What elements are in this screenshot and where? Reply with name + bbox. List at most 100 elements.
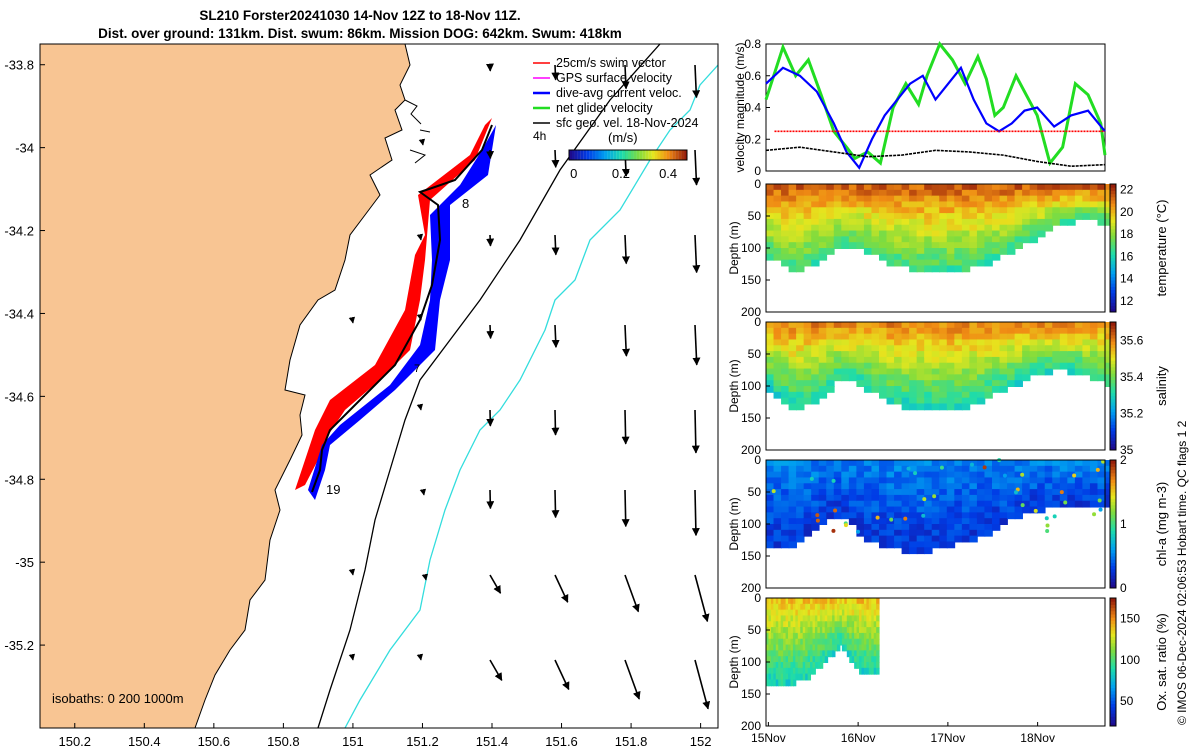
colorbar-cell: [1110, 280, 1116, 284]
heatmap-cell: [766, 460, 775, 467]
heatmap-cell: [811, 460, 820, 467]
heatmap-cell: [768, 632, 772, 640]
heatmap-cell: [924, 494, 933, 502]
heatmap-cell: [788, 477, 797, 485]
heatmap-cell: [819, 603, 824, 611]
heatmap-cell: [863, 471, 873, 479]
heatmap-cell: [833, 236, 843, 244]
heatmap-cell: [792, 632, 797, 640]
heatmap-cell: [785, 644, 789, 652]
heatmap-cell: [1097, 500, 1106, 508]
y-tick-label: -34.6: [4, 389, 34, 404]
heatmap-cell: [976, 242, 986, 249]
colorbar-cell: [1110, 674, 1116, 679]
heatmap-cell: [785, 667, 789, 675]
heatmap-cell: [992, 207, 1001, 215]
heatmap-cell: [866, 615, 870, 623]
heatmap-cell: [992, 184, 1001, 191]
heatmap-cell: [954, 230, 963, 238]
heatmap-cell: [1082, 327, 1091, 335]
heatmap-cell: [879, 477, 888, 485]
heatmap-cell: [848, 195, 858, 203]
heatmap-cell: [826, 362, 835, 370]
colorbar-cell: [1110, 581, 1116, 586]
colorbar-cell: [1110, 338, 1116, 342]
heatmap-cell: [939, 386, 948, 393]
heatmap-cell: [871, 529, 880, 537]
colorbar-cell: [1110, 216, 1116, 220]
heatmap-cell: [946, 189, 956, 197]
heatmap-dot: [833, 508, 838, 513]
heatmap-cell: [992, 356, 1001, 364]
colorbar-cell: [636, 150, 640, 160]
heatmap-cell: [1029, 362, 1039, 370]
colorbar-cell: [1110, 678, 1116, 682]
heatmap-cell: [839, 632, 843, 640]
heatmap-cell: [851, 598, 856, 605]
heatmap-cell: [901, 380, 910, 387]
heatmap-cell: [886, 327, 895, 335]
heatmap-cell: [999, 213, 1008, 220]
heatmap-cell: [894, 465, 903, 473]
heatmap-cell: [1059, 460, 1069, 467]
heatmap-cell: [788, 615, 792, 623]
heatmap-cell: [805, 615, 809, 623]
velocity-arrow: [621, 64, 630, 90]
heatmap-cell: [961, 230, 971, 238]
heatmap-cell: [773, 494, 782, 502]
heatmap-cell: [1074, 213, 1084, 220]
heatmap-dot: [1033, 508, 1038, 513]
heatmap-cell: [1052, 327, 1061, 335]
heatmap-cell: [859, 650, 863, 658]
heatmap-cell: [1037, 195, 1046, 203]
heatmap-cell: [824, 609, 829, 617]
heatmap-cell: [984, 189, 993, 197]
heatmap-cell: [868, 638, 873, 646]
heatmap-cell: [1022, 184, 1031, 191]
heatmap-cell: [961, 224, 971, 232]
heatmap-cell: [773, 518, 782, 525]
heatmap-cell: [788, 397, 797, 405]
heatmap-cell: [1014, 322, 1023, 329]
heatmap-cell: [976, 253, 986, 261]
heatmap-cell: [1044, 483, 1054, 491]
heatmap-cell: [909, 489, 918, 496]
heatmap-cell: [984, 368, 993, 376]
heatmap-cell: [931, 512, 941, 520]
heatmap-cell: [792, 667, 797, 675]
heatmap-cell: [924, 242, 933, 249]
heatmap-cell: [939, 201, 948, 209]
heatmap-cell: [901, 524, 910, 531]
heatmap-dot: [921, 513, 926, 518]
heatmap-cell: [800, 603, 804, 611]
legend-label: sfc geo. vel. 18-Nov-2024: [556, 116, 698, 130]
heatmap-cell: [792, 603, 797, 611]
colorbar-cell: [1110, 559, 1116, 563]
heatmap-cell: [766, 541, 775, 549]
heatmap-cell: [788, 524, 797, 531]
heatmap-cell: [848, 356, 858, 364]
heatmap-cell: [961, 518, 971, 525]
heatmap-cell: [812, 650, 816, 658]
colorbar-cell: [1110, 373, 1116, 377]
heatmap-cell: [1082, 483, 1091, 491]
heatmap-cell: [811, 386, 820, 393]
title-line-2: Dist. over ground: 131km. Dist. swum: 86…: [98, 26, 622, 41]
heatmap-cell: [781, 230, 790, 238]
heatmap-cell: [976, 380, 986, 387]
heatmap-cell: [796, 529, 805, 537]
heatmap-cell: [768, 644, 772, 652]
heatmap-cell: [818, 518, 828, 525]
heatmap-cell: [848, 477, 858, 485]
heatmap-cell: [1022, 345, 1031, 353]
heatmap-cell: [841, 609, 846, 617]
heatmap-cell: [844, 615, 848, 623]
heatmap-cell: [939, 489, 948, 496]
y-tick-label: 0: [754, 164, 761, 178]
heatmap-cell: [829, 603, 834, 611]
heatmap-cell: [818, 195, 828, 203]
heatmap-cell: [822, 598, 826, 605]
heatmap-cell: [846, 603, 851, 611]
heatmap-cell: [939, 242, 948, 249]
